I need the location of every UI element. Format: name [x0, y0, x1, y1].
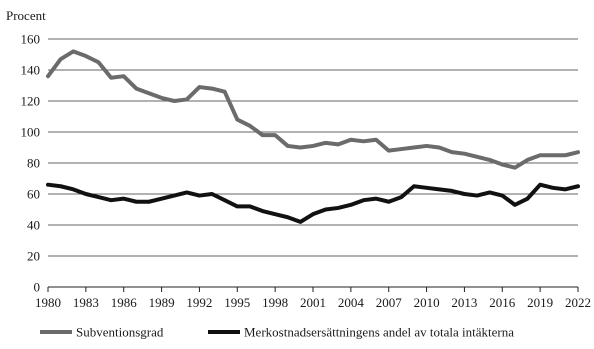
x-tick-label: 1995 [224, 295, 250, 310]
y-tick-label: 60 [27, 187, 40, 202]
y-tick-label: 100 [21, 125, 41, 140]
y-axis-label: Procent [6, 8, 46, 23]
series-line-0 [46, 49, 580, 170]
x-tick-label: 1998 [262, 295, 288, 310]
legend: Subventionsgrad Merkostnadsersättningens… [40, 325, 514, 340]
x-tick-label: 1989 [149, 295, 175, 310]
legend-label-subventionsgrad: Subventionsgrad [76, 325, 164, 340]
y-tick-labels: 0 20 40 60 80 100 120 140 160 [21, 32, 41, 295]
x-tick-label: 2007 [376, 295, 403, 310]
x-tick-labels: 1980 1983 1986 1989 1992 1995 1998 2001 2004 2007… [35, 295, 591, 310]
x-tick-label: 2016 [489, 295, 516, 310]
y-tick-label: 120 [21, 94, 41, 109]
y-tick-label: 0 [34, 280, 41, 295]
x-tick-marks [47, 287, 579, 292]
x-tick-label: 1980 [35, 295, 61, 310]
gridlines [48, 38, 578, 288]
y-tick-label: 80 [27, 156, 40, 171]
x-tick-label: 2010 [414, 295, 440, 310]
series-line-1 [46, 182, 580, 224]
x-tick-label: 2013 [451, 295, 477, 310]
x-tick-label: 2004 [338, 295, 365, 310]
legend-label-merkostnad: Merkostnadsersättningens andel av totala… [244, 325, 514, 340]
y-tick-label: 140 [21, 63, 41, 78]
x-tick-label: 2001 [300, 295, 326, 310]
y-tick-label: 40 [27, 218, 40, 233]
x-tick-label: 2019 [527, 295, 553, 310]
x-tick-label: 1983 [73, 295, 99, 310]
x-tick-label: 1986 [111, 295, 138, 310]
x-tick-label: 1992 [186, 295, 212, 310]
y-tick-label: 160 [21, 32, 41, 47]
series-lines [46, 49, 580, 224]
y-tick-label: 20 [27, 249, 40, 264]
x-tick-label: 2022 [565, 295, 591, 310]
